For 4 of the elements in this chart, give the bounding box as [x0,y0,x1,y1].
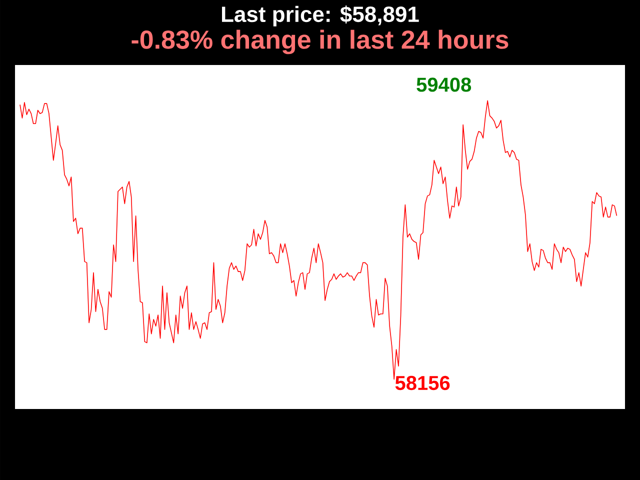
chart-subtitle: -0.83% change in last 24 hours [132,30,508,54]
chart-title: Last price: $58,891 [222,6,419,26]
data-label: 59408 [416,78,472,92]
data-label: 58156 [395,376,450,390]
